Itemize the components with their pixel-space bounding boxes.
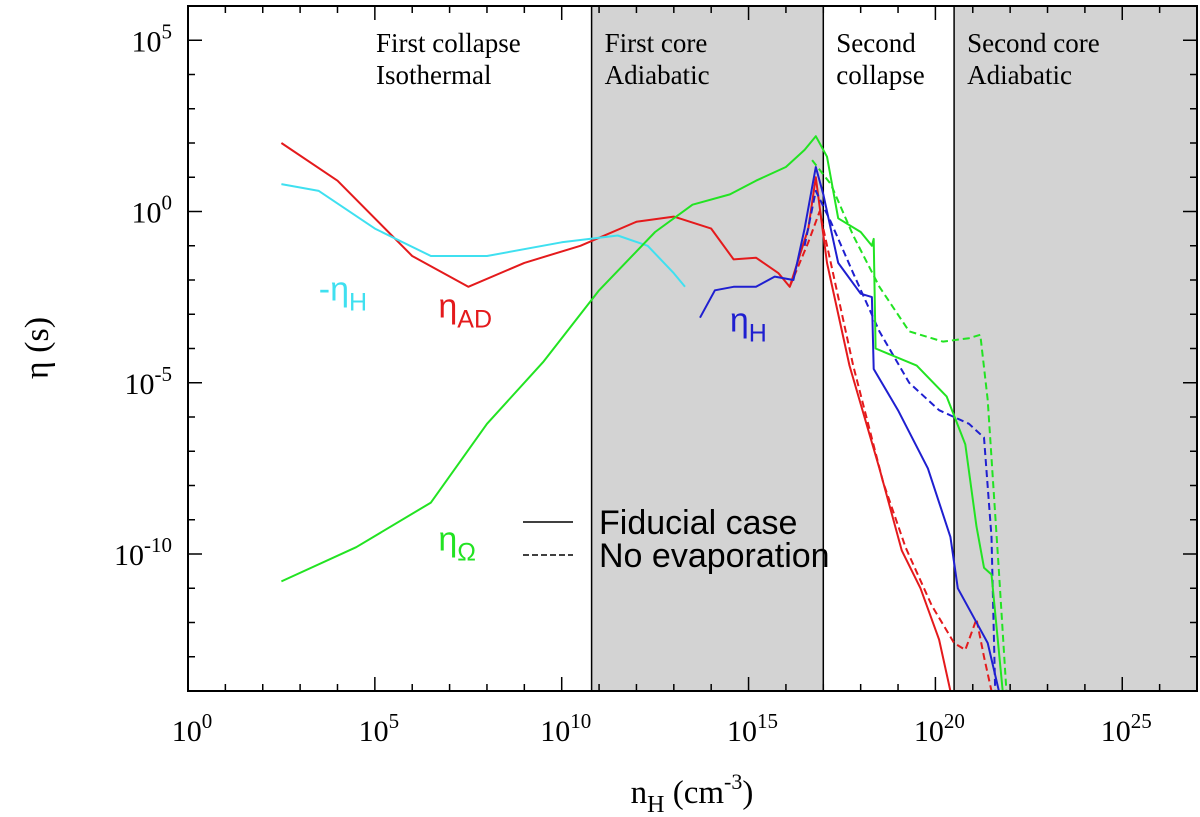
x-tick-label: 105 xyxy=(359,709,400,748)
region-sublabel-second: collapse xyxy=(836,60,924,90)
x-tick-label: 1015 xyxy=(727,709,778,748)
region-label-second-core: Second core xyxy=(967,28,1100,58)
legend-label-fiducial-case: Fiducial case xyxy=(599,504,797,542)
curve-labels-layer: -ηH ηAD ηH ηΩ xyxy=(319,271,767,567)
series-eta-ad-fiducial xyxy=(280,142,952,691)
region-label-second: Second xyxy=(836,28,916,58)
region-label-first-core: First core xyxy=(605,28,708,58)
series-eta-ohm-fiducial xyxy=(280,135,1004,691)
curve-label-hall-neg: -ηH xyxy=(319,271,367,317)
y-tick-label: 10-10 xyxy=(114,533,172,572)
series-eta-h-fiducial xyxy=(699,166,1000,691)
y-axis-label: η (s) xyxy=(19,317,56,379)
region-sublabel-first-core: Adiabatic xyxy=(605,60,710,90)
x-tick-label: 1025 xyxy=(1101,709,1152,748)
x-tick-label: 1010 xyxy=(540,709,591,748)
y-tick-label: 10-5 xyxy=(125,362,173,401)
region-shading-layer xyxy=(590,6,1197,691)
series-eta-ad-no-evaporation xyxy=(788,210,993,691)
curve-label-ohm: ηΩ xyxy=(438,521,476,567)
region-shade-second-core xyxy=(954,6,1197,691)
region-shade-first-core xyxy=(591,6,824,691)
series-eta-h-no-evaporation xyxy=(803,189,997,691)
legend-label-no-evaporation: No evaporation xyxy=(599,537,830,575)
x-axis-label: nH (cm-3) xyxy=(631,769,754,817)
y-tick-label: 105 xyxy=(132,19,173,58)
region-label-first-collapse: First collapse xyxy=(376,28,521,58)
region-sublabel-first-collapse: Isothermal xyxy=(376,60,491,90)
curves-layer xyxy=(280,135,1008,691)
curve-label-hall: ηH xyxy=(730,301,767,347)
region-sublabel-second-core: Adiabatic xyxy=(967,60,1072,90)
x-tick-label: 1020 xyxy=(914,709,965,748)
x-tick-label: 100 xyxy=(172,709,213,748)
y-tick-label: 100 xyxy=(132,191,173,230)
curve-label-ad: ηAD xyxy=(438,288,492,334)
series-eta-h xyxy=(281,183,686,288)
ticks-layer: 100 105 1010 1015 1020 1025 105 100 10-5 10-10 xyxy=(114,5,1198,748)
series-eta-ohm-no-evaporation xyxy=(811,159,1008,691)
